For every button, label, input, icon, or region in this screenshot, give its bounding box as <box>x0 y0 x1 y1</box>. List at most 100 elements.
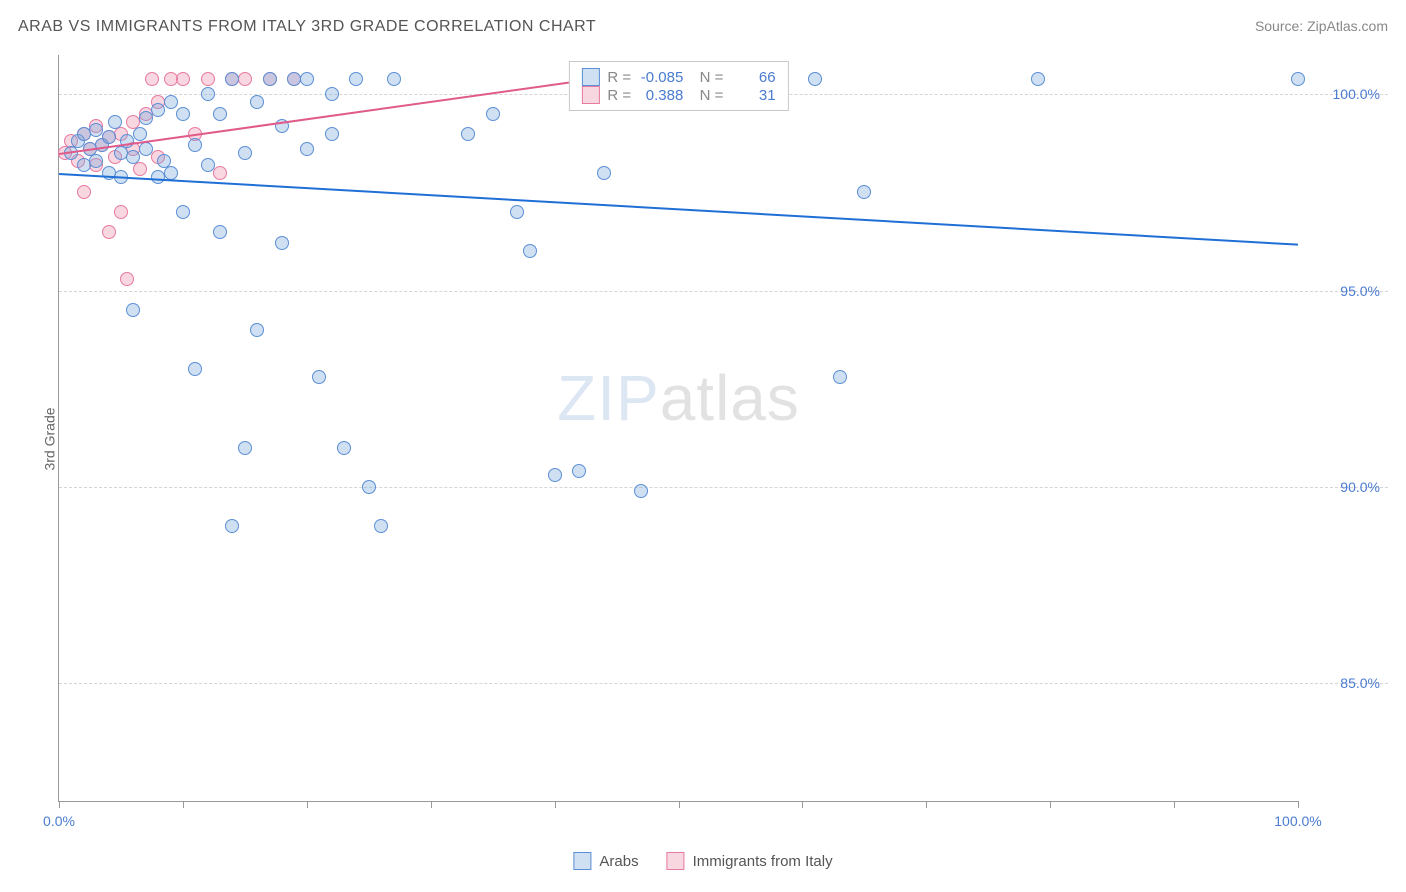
scatter-point-arab <box>597 166 611 180</box>
legend-stat-row: R = 0.388 N = 31 <box>581 86 775 104</box>
r-label: R = 0.388 <box>607 87 683 104</box>
scatter-point-arab <box>523 244 537 258</box>
chart-title: ARAB VS IMMIGRANTS FROM ITALY 3RD GRADE … <box>18 18 596 36</box>
x-tick <box>802 801 803 808</box>
scatter-point-arab <box>833 370 847 384</box>
scatter-point-arab <box>387 72 401 86</box>
legend-item: Immigrants from Italy <box>667 852 833 870</box>
x-tick <box>679 801 680 808</box>
legend-label: Arabs <box>599 853 638 870</box>
scatter-point-arab <box>126 150 140 164</box>
correlation-legend: R = -0.085 N = 66R = 0.388 N = 31 <box>568 61 788 111</box>
scatter-point-italy <box>238 72 252 86</box>
scatter-point-italy <box>77 185 91 199</box>
scatter-point-italy <box>114 205 128 219</box>
scatter-point-arab <box>300 142 314 156</box>
scatter-point-arab <box>362 480 376 494</box>
scatter-point-arab <box>325 87 339 101</box>
scatter-point-arab <box>188 362 202 376</box>
scatter-point-arab <box>139 111 153 125</box>
scatter-point-arab <box>634 484 648 498</box>
plot-region: ZIPatlas R = -0.085 N = 66R = 0.388 N = … <box>58 55 1298 802</box>
grid-line <box>59 487 1388 488</box>
x-tick <box>431 801 432 808</box>
scatter-point-arab <box>133 127 147 141</box>
y-tick-label: 100.0% <box>1333 86 1380 102</box>
scatter-point-arab <box>263 72 277 86</box>
scatter-point-arab <box>337 441 351 455</box>
x-tick-label: 0.0% <box>43 813 75 829</box>
watermark-part2: atlas <box>660 362 800 434</box>
legend-swatch <box>573 852 591 870</box>
scatter-point-arab <box>1031 72 1045 86</box>
scatter-point-arab <box>275 236 289 250</box>
scatter-point-arab <box>548 468 562 482</box>
scatter-point-arab <box>164 95 178 109</box>
scatter-point-arab <box>300 72 314 86</box>
scatter-point-arab <box>89 154 103 168</box>
scatter-point-arab <box>250 323 264 337</box>
scatter-point-arab <box>250 95 264 109</box>
scatter-point-arab <box>213 225 227 239</box>
series-legend: Arabs Immigrants from Italy <box>573 852 832 870</box>
legend-swatch <box>581 86 599 104</box>
chart-area: 3rd Grade ZIPatlas R = -0.085 N = 66R = … <box>40 55 1388 822</box>
scatter-point-arab <box>102 130 116 144</box>
x-tick <box>1174 801 1175 808</box>
grid-line <box>59 291 1388 292</box>
legend-stat-row: R = -0.085 N = 66 <box>581 68 775 86</box>
scatter-point-arab <box>1291 72 1305 86</box>
scatter-point-arab <box>151 103 165 117</box>
scatter-point-arab <box>225 72 239 86</box>
x-tick <box>183 801 184 808</box>
scatter-point-arab <box>139 142 153 156</box>
y-tick-label: 90.0% <box>1340 479 1380 495</box>
x-tick <box>555 801 556 808</box>
scatter-point-arab <box>201 158 215 172</box>
x-tick <box>1050 801 1051 808</box>
grid-line <box>59 683 1388 684</box>
n-label: N = 31 <box>691 87 775 104</box>
scatter-point-arab <box>120 134 134 148</box>
scatter-point-arab <box>238 146 252 160</box>
scatter-point-arab <box>312 370 326 384</box>
scatter-point-arab <box>225 519 239 533</box>
scatter-point-arab <box>325 127 339 141</box>
scatter-point-italy <box>201 72 215 86</box>
legend-item: Arabs <box>573 852 638 870</box>
watermark: ZIPatlas <box>557 361 800 435</box>
x-tick <box>926 801 927 808</box>
scatter-point-arab <box>374 519 388 533</box>
scatter-point-italy <box>213 166 227 180</box>
x-tick <box>1298 801 1299 808</box>
scatter-point-arab <box>176 107 190 121</box>
scatter-point-arab <box>808 72 822 86</box>
scatter-point-arab <box>857 185 871 199</box>
scatter-point-italy <box>102 225 116 239</box>
legend-label: Immigrants from Italy <box>693 853 833 870</box>
trend-line-arab <box>59 173 1298 246</box>
x-tick-label: 100.0% <box>1274 813 1321 829</box>
legend-swatch <box>667 852 685 870</box>
x-tick <box>59 801 60 808</box>
y-tick-label: 85.0% <box>1340 675 1380 691</box>
scatter-point-arab <box>486 107 500 121</box>
scatter-point-arab <box>461 127 475 141</box>
n-label: N = 66 <box>691 69 775 86</box>
scatter-point-italy <box>120 272 134 286</box>
scatter-point-italy <box>145 72 159 86</box>
scatter-point-arab <box>349 72 363 86</box>
legend-swatch <box>581 68 599 86</box>
y-axis-label: 3rd Grade <box>42 407 58 470</box>
scatter-point-arab <box>238 441 252 455</box>
source-label: Source: ZipAtlas.com <box>1255 18 1388 34</box>
watermark-part1: ZIP <box>557 362 660 434</box>
x-tick <box>307 801 308 808</box>
y-tick-label: 95.0% <box>1340 283 1380 299</box>
scatter-point-arab <box>201 87 215 101</box>
scatter-point-italy <box>176 72 190 86</box>
scatter-point-arab <box>108 115 122 129</box>
r-label: R = -0.085 <box>607 69 683 86</box>
scatter-point-arab <box>164 166 178 180</box>
scatter-point-arab <box>213 107 227 121</box>
